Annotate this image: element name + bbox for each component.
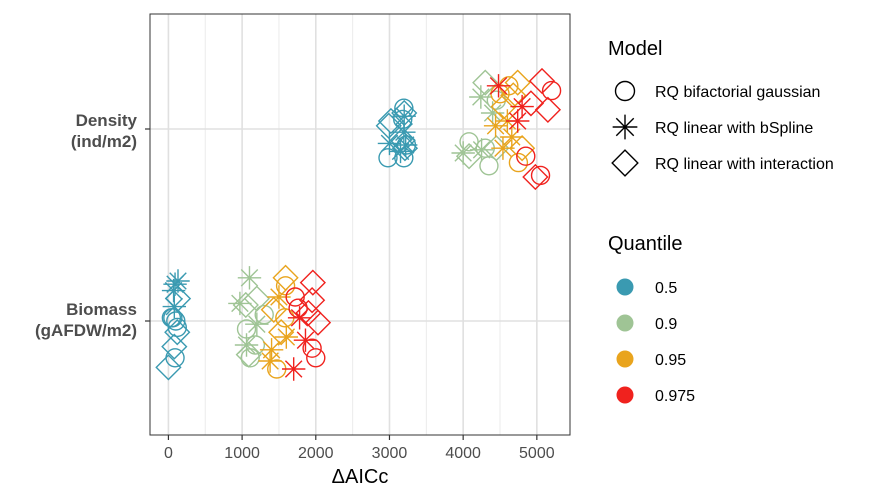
legend-quantile-label: 0.975: [655, 388, 695, 405]
data-point-asterisk: [274, 325, 299, 349]
y-tick-label-biomass-line1: Biomass: [66, 300, 137, 319]
data-point-diamond: [299, 269, 326, 296]
y-tick-label-biomass-line2: (gAFDW/m2): [35, 321, 137, 340]
legend-model: Model RQ bifactorial gaussian RQ linear w…: [608, 38, 834, 177]
data-point-asterisk: [486, 74, 511, 98]
data-point-asterisk: [281, 357, 306, 381]
data-point-asterisk: [469, 138, 494, 162]
data-point-diamond: [534, 96, 562, 123]
data-point-circle: [167, 317, 187, 338]
data-point-asterisk: [237, 266, 262, 290]
data-point-circle: [275, 276, 296, 296]
data-point-diamond: [455, 143, 483, 170]
data-point-diamond: [235, 341, 262, 368]
x-axis-title: ΔAICc: [332, 466, 389, 488]
data-point-diamond: [164, 285, 192, 312]
data-point-asterisk: [392, 120, 416, 144]
data-point-asterisk: [392, 104, 416, 128]
data-point-circle: [166, 311, 186, 331]
data-point-asterisk: [377, 131, 402, 156]
data-point-circle: [541, 80, 562, 101]
data-point-asterisk: [267, 285, 291, 309]
x-tick-label: 0: [164, 445, 173, 462]
x-tick-label: 1000: [224, 445, 260, 462]
data-point-diamond: [522, 163, 549, 191]
data-point-diamond: [243, 285, 270, 312]
data-point-diamond: [375, 112, 402, 139]
data-point-asterisk: [259, 338, 284, 362]
data-point-asterisk: [491, 136, 515, 160]
data-point-diamond: [155, 354, 182, 381]
legend-key-diamond: [611, 149, 639, 177]
legend-quantile: Quantile 0.5 0.9 0.95 0.975: [608, 233, 695, 405]
data-point-asterisk: [480, 101, 505, 125]
legend-key-color: [616, 278, 634, 296]
x-tick-label: 5000: [519, 445, 555, 462]
data-point-diamond: [304, 309, 332, 336]
y-tick-label-density-line2: (ind/m2): [71, 132, 137, 151]
y-tick-label-density-line1: Density: [76, 111, 138, 130]
x-tick-label: 3000: [372, 445, 408, 462]
data-point-circle: [285, 287, 305, 307]
legend-key-color: [616, 386, 634, 404]
legend-key-color: [616, 314, 634, 332]
data-point-asterisk: [287, 306, 312, 330]
legend-quantile-title: Quantile: [608, 233, 683, 255]
data-point-circle: [306, 348, 326, 368]
data-point-diamond: [391, 99, 418, 127]
data-point-diamond: [517, 90, 545, 117]
data-point-asterisk: [505, 109, 530, 133]
x-tick-label: 4000: [445, 445, 481, 462]
data-point-diamond: [504, 69, 531, 96]
data-point-diamond: [472, 69, 499, 96]
x-axis: 0 1000 2000 3000 4000 5000: [164, 435, 555, 462]
legend-key-circle: [614, 80, 636, 102]
x-tick-label: 2000: [298, 445, 334, 462]
data-point-circle: [378, 148, 398, 168]
legend-key-color: [616, 350, 634, 368]
legend-quantile-label: 0.5: [655, 280, 677, 297]
data-point-diamond: [377, 107, 405, 135]
data-point-diamond: [391, 135, 419, 162]
data-point-circle: [508, 152, 529, 173]
data-point-diamond: [232, 291, 259, 319]
data-point-diamond: [164, 319, 191, 346]
data-point-asterisk: [228, 291, 252, 316]
legend-model-title: Model: [608, 38, 662, 60]
data-point-diamond: [260, 296, 287, 323]
legend-model-label: RQ linear with bSpline: [655, 120, 813, 137]
data-point-diamond: [528, 67, 556, 95]
legend-model-label: RQ bifactorial gaussian: [655, 84, 820, 101]
data-point-diamond: [268, 319, 295, 346]
data-point-asterisk: [258, 349, 282, 373]
data-point-diamond: [389, 127, 416, 154]
data-point-diamond: [490, 93, 517, 120]
y-axis: Density (ind/m2) Biomass (gAFDW/m2): [35, 111, 150, 340]
data-point-asterisk: [451, 141, 475, 165]
data-point-asterisk: [469, 85, 493, 109]
data-points: [155, 67, 562, 381]
data-point-asterisk: [166, 269, 190, 293]
legend-model-label: RQ linear with interaction: [655, 156, 834, 173]
legend-quantile-label: 0.95: [655, 352, 686, 369]
data-point-diamond: [295, 299, 322, 327]
data-point-diamond: [508, 135, 536, 162]
data-point-asterisk: [393, 133, 418, 157]
plot-panel-border: [149, 13, 571, 436]
data-point-diamond: [272, 264, 299, 291]
data-point-asterisk: [245, 312, 269, 336]
data-point-asterisk: [500, 125, 524, 149]
legend-key-asterisk: [612, 114, 638, 140]
data-point-diamond: [298, 287, 326, 314]
legend-quantile-label: 0.9: [655, 316, 677, 333]
data-point-circle: [516, 146, 536, 166]
data-point-asterisk: [388, 139, 413, 164]
data-point-circle: [302, 338, 322, 358]
data-point-diamond: [161, 333, 188, 360]
data-point-circle: [240, 348, 260, 368]
data-point-asterisk: [293, 328, 318, 352]
data-point-asterisk: [483, 114, 508, 138]
